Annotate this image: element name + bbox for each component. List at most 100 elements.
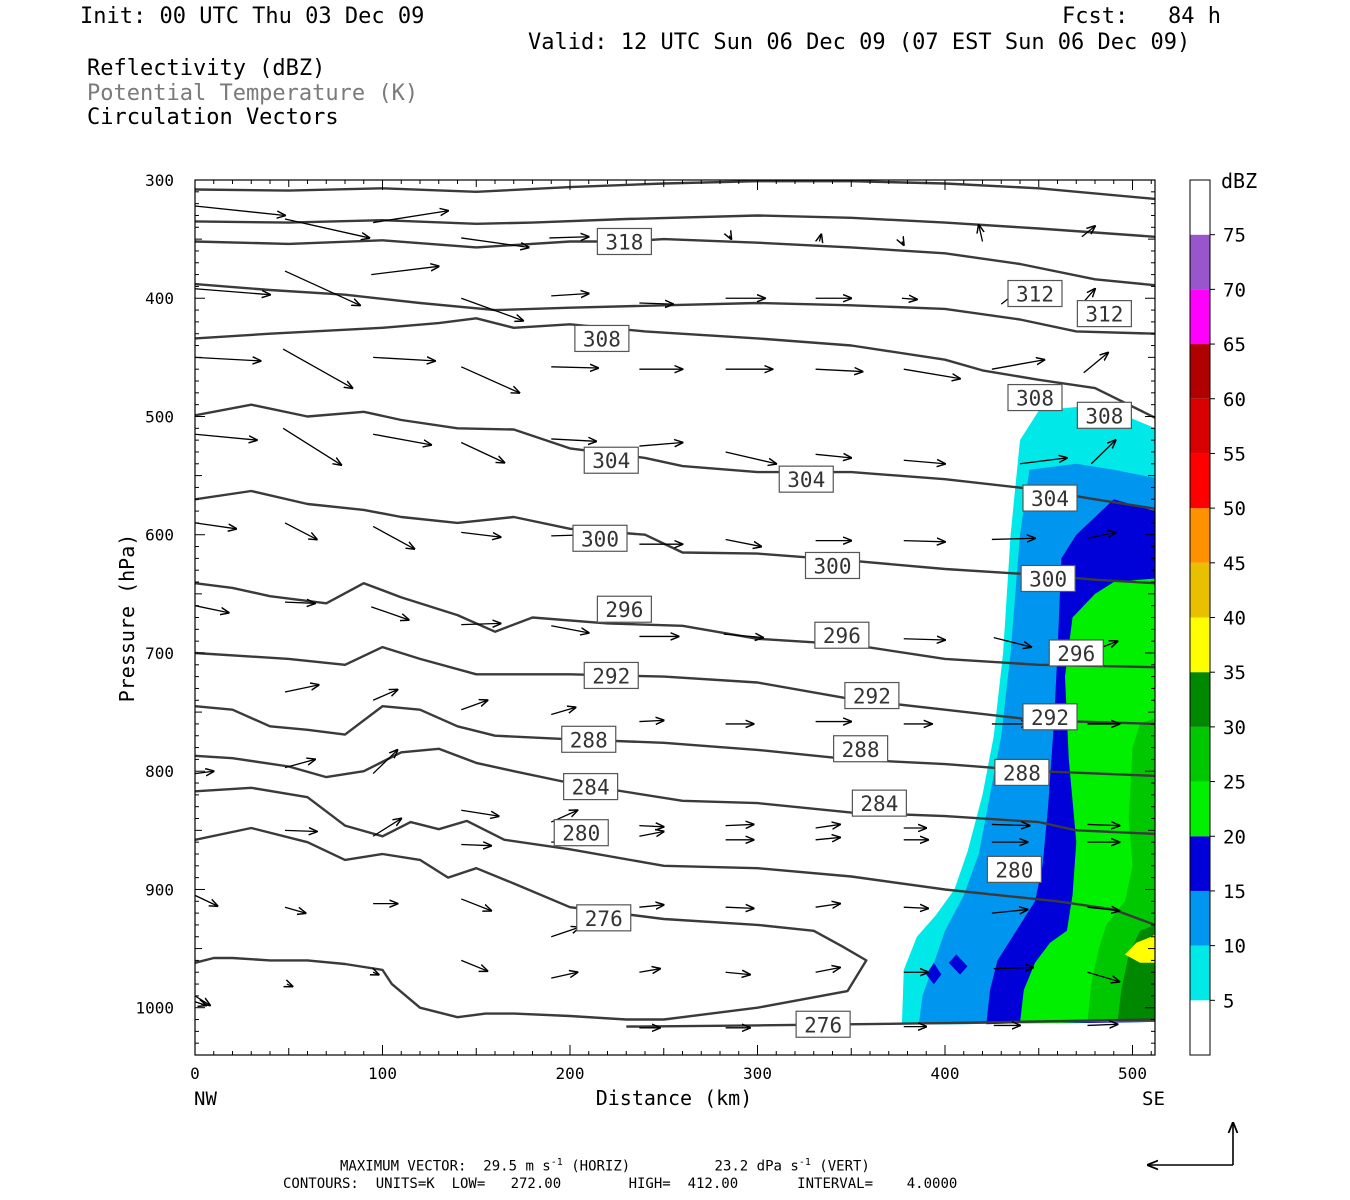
theta-label-layer: 318 312 312 308 308 308 304 304 304 300 300 300 296 2… — [553, 227, 1132, 1038]
theta-label-box — [576, 904, 632, 932]
circulation-vector — [979, 225, 983, 242]
theta-label-box — [833, 735, 889, 763]
circulation-vector — [195, 288, 270, 295]
circulation-vector — [815, 837, 840, 839]
circulation-vector — [639, 826, 663, 827]
theta-label-box — [994, 758, 1050, 786]
theta-label: 308 — [1085, 404, 1123, 428]
theta-label: 296 — [1057, 642, 1095, 666]
circulation-vector — [461, 959, 487, 971]
circulation-vector — [551, 707, 575, 716]
theta-label-box — [814, 621, 870, 649]
circulation-vector — [1087, 971, 1120, 981]
circulation-vector — [284, 685, 319, 693]
circulation-vector — [461, 297, 523, 320]
theta-contour-304 — [195, 403, 1155, 510]
y-tick-label: 600 — [145, 526, 174, 545]
x-axis-left-end-label: NW — [194, 1088, 217, 1110]
theta-label: 296 — [605, 598, 643, 622]
x-tick-label: 200 — [556, 1064, 585, 1083]
circulation-vector — [372, 690, 397, 701]
circulation-vector — [639, 443, 682, 447]
x-axis: 0 100 200 300 400 500 — [190, 180, 1152, 1083]
y-tick-label: 900 — [145, 880, 174, 899]
init-time: Init: 00 UTC Thu 03 Dec 09 — [80, 4, 425, 29]
theta-label: 300 — [1029, 567, 1067, 591]
forecast-hour: Fcst: 84 h — [1062, 4, 1221, 29]
circulation-vector — [725, 538, 762, 546]
theta-label-box — [844, 681, 900, 710]
circulation-vector — [1090, 440, 1115, 465]
theta-label: 292 — [853, 685, 891, 709]
theta-contour-276 — [626, 1018, 1155, 1028]
circulation-vector — [815, 824, 840, 828]
valid-time: Valid: 12 UTC Sun 06 Dec 09 (07 EST Sun … — [528, 30, 1191, 55]
theta-label: 296 — [823, 624, 861, 648]
theta-label-box — [561, 725, 617, 753]
theta-label-box — [986, 855, 1042, 883]
circulation-vector — [993, 968, 1033, 969]
circulation-vector — [461, 898, 491, 911]
colorbar-tick-label: 15 — [1223, 881, 1246, 903]
colorbar-swatch — [1190, 398, 1210, 454]
legend-potential-temperature: Potential Temperature (K) — [87, 81, 419, 106]
circulation-vector — [902, 241, 904, 245]
circulation-vector — [195, 205, 285, 215]
y-axis-label: Pressure (hPa) — [115, 534, 139, 703]
theta-contour-308 — [195, 317, 1155, 419]
circulation-vector — [551, 367, 598, 368]
theta-label-box — [804, 551, 861, 580]
circulation-vector — [729, 236, 731, 240]
colorbar-swatch — [1190, 726, 1210, 782]
theta-label: 312 — [1016, 283, 1054, 307]
circulation-vector-layer — [195, 205, 1120, 1028]
reflectivity-region-15dbz — [926, 962, 942, 985]
circulation-vector — [815, 369, 863, 371]
y-tick-label: 400 — [145, 289, 174, 308]
theta-label-box — [778, 465, 834, 493]
theta-label: 276 — [585, 907, 623, 931]
circulation-vector — [725, 451, 777, 464]
circulation-vector — [195, 433, 257, 440]
colorbar-unit: dBZ — [1221, 169, 1257, 193]
horiz-max-value: 29.5 m s — [483, 1158, 551, 1175]
theta-contour-276 — [195, 826, 868, 1021]
circulation-vector — [1087, 824, 1120, 825]
max-vector-footer: MAXIMUM VECTOR: 29.5 m s-1 (HORIZ) 23.2 … — [340, 1157, 870, 1175]
colorbar-swatch — [1190, 781, 1210, 837]
theta-label-box — [596, 227, 652, 256]
theta-label: 280 — [995, 858, 1033, 882]
theta-label: 288 — [570, 728, 608, 752]
circulation-vector — [284, 906, 306, 913]
theta-contour-312 — [195, 282, 1155, 335]
colorbar-tick-label: 70 — [1223, 279, 1246, 301]
circulation-vector — [1083, 353, 1108, 374]
reflectivity-region-15dbz — [948, 954, 968, 975]
circulation-vector — [551, 625, 589, 633]
theta-label: 284 — [572, 776, 610, 800]
circulation-vector — [460, 366, 519, 393]
circulation-vector — [371, 606, 409, 620]
circulation-vector — [287, 984, 293, 986]
colorbar-tick-label: 75 — [1223, 225, 1246, 247]
theta-label: 300 — [581, 527, 619, 551]
horiz-suffix: (HORIZ) — [562, 1158, 631, 1175]
theta-label-box — [795, 1010, 851, 1038]
circulation-vector — [461, 237, 529, 247]
circulation-vector — [372, 750, 397, 775]
theta-label-box — [553, 819, 609, 847]
theta-contour-288 — [195, 705, 1155, 778]
colorbar-swatch — [1190, 234, 1210, 290]
vert-max-value: 23.2 dPa s — [714, 1158, 799, 1175]
circulation-vector — [1087, 1024, 1118, 1025]
theta-label-box — [1022, 703, 1078, 731]
theta-label-box — [1007, 279, 1063, 308]
theta-label-box — [1076, 300, 1132, 328]
vert-exponent: -1 — [798, 1157, 811, 1168]
theta-label-box — [1076, 401, 1132, 429]
theta-label: 300 — [814, 554, 852, 578]
theta-label: 280 — [562, 822, 600, 846]
circulation-vector — [1083, 289, 1095, 303]
theta-label-box — [572, 524, 628, 552]
dbz-colorbar: 5 10 15 20 25 30 35 40 45 50 55 60 65 70 75 — [1189, 179, 1246, 1056]
